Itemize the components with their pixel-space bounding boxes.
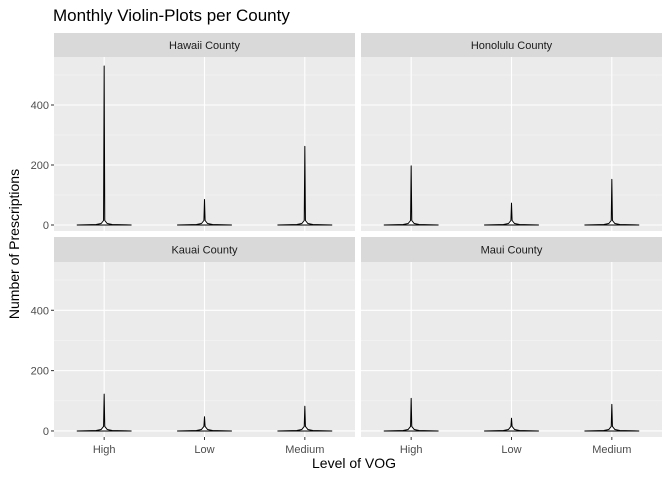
violin-mark — [277, 145, 333, 226]
y-tick-label: 400 — [31, 305, 49, 317]
facet-strip-label: Honolulu County — [471, 40, 553, 52]
facet-strip-label: Maui County — [481, 245, 543, 257]
violin-mark — [484, 417, 539, 432]
violin-mark — [177, 416, 232, 432]
y-tick-label: 200 — [31, 366, 49, 378]
violin-mark — [584, 178, 640, 226]
violin-mark — [383, 165, 439, 226]
facet-strip — [54, 33, 355, 57]
facet-strip — [54, 237, 355, 262]
chart-title: Monthly Violin-Plots per County — [53, 6, 290, 25]
violin-mark — [277, 405, 333, 432]
x-tick-label: High — [93, 444, 116, 456]
violin-mark — [584, 403, 640, 432]
y-tick-label: 200 — [31, 160, 49, 172]
x-tick-label: Medium — [592, 444, 631, 456]
x-tick-label: Medium — [285, 444, 324, 456]
x-tick-label: High — [400, 444, 423, 456]
facet-strip-label: Kauai County — [171, 245, 238, 257]
y-tick-label: 0 — [43, 220, 49, 232]
y-tick-label: 400 — [31, 100, 49, 112]
facet-strip — [361, 33, 662, 57]
y-tick-label: 0 — [43, 426, 49, 438]
violin-mark — [76, 65, 132, 226]
violin-mark — [177, 199, 232, 226]
x-tick-label: Low — [194, 444, 214, 456]
y-axis-label: Number of Prescriptions — [6, 168, 22, 320]
violin-mark — [383, 397, 439, 432]
facet-strip — [361, 237, 662, 262]
violin-mark — [76, 393, 132, 432]
violin-mark — [484, 202, 539, 226]
x-axis-label: Level of VOG — [312, 455, 397, 471]
facet-strip-label: Hawaii County — [169, 40, 240, 52]
x-tick-label: Low — [501, 444, 521, 456]
